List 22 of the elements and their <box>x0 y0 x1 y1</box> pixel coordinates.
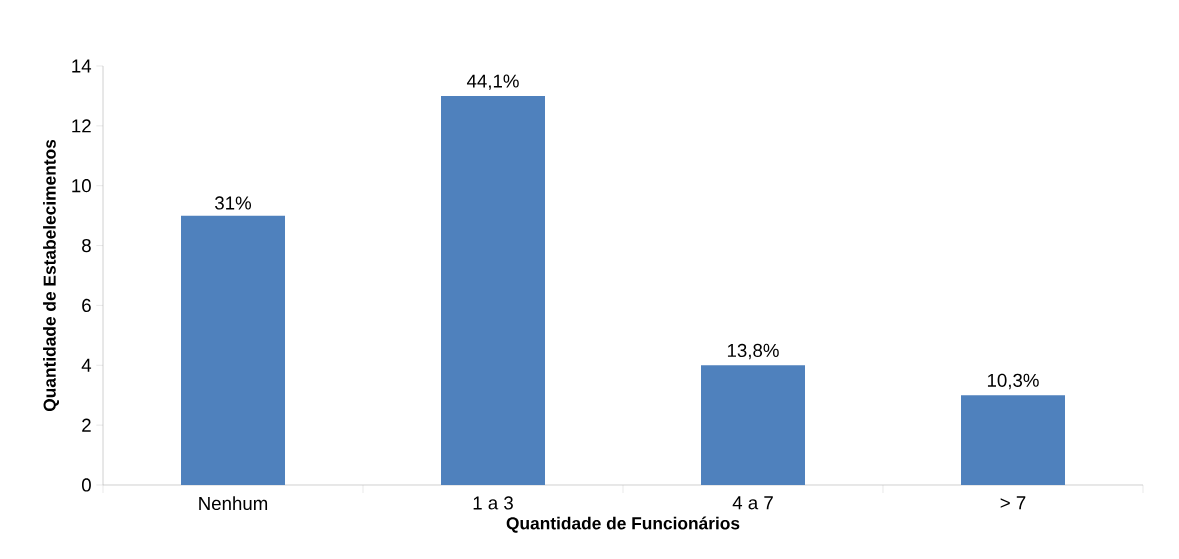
bar <box>441 95 545 485</box>
y-tick-label: 12 <box>72 119 91 133</box>
x-tick-label: Nenhum <box>199 496 268 511</box>
y-tick-label: 14 <box>72 59 92 73</box>
y-tick-label: 6 <box>82 298 91 313</box>
y-tick-label: 2 <box>82 418 91 432</box>
x-axis-title: Quantidade de Funcionários <box>506 516 740 533</box>
y-axis-title: Quantidade de Estabelecimentos <box>43 139 60 412</box>
y-tick-label: 10 <box>72 179 91 193</box>
annotation: 44,1% <box>466 74 519 90</box>
bar <box>961 395 1065 485</box>
annotation: 10,3% <box>987 373 1039 390</box>
y-tick-label: 4 <box>81 358 92 372</box>
annotation: 13,8% <box>727 343 779 360</box>
bar <box>701 365 805 485</box>
bar <box>181 215 286 485</box>
annotation: 31% <box>215 196 252 210</box>
x-tick-label: 1 a 3 <box>473 496 513 510</box>
x-tick-label: 4 a 7 <box>732 496 773 510</box>
x-tick-label: > 7 <box>1000 496 1026 510</box>
y-tick-label: 0 <box>81 478 91 492</box>
y-tick-label: 8 <box>82 238 91 253</box>
